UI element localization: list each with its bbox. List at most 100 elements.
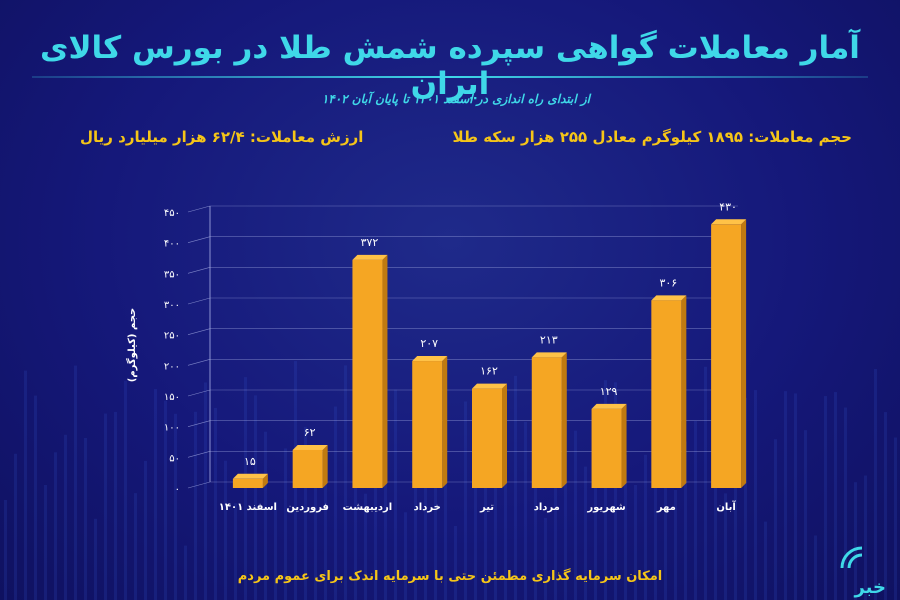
background-stripe bbox=[764, 521, 767, 600]
y-tick-label: ۲۵۰ bbox=[164, 331, 180, 342]
background-stripe bbox=[114, 411, 117, 600]
background-stripe bbox=[884, 412, 887, 600]
x-tick-label: اردیبهشت bbox=[343, 502, 393, 513]
background-stripe bbox=[14, 453, 17, 600]
background-stripe bbox=[614, 382, 617, 600]
footer-text: امکان سرمایه گذاری مطمئن حتی با سرمایه ا… bbox=[237, 569, 663, 584]
grid-diagonal bbox=[187, 420, 211, 427]
background-stripe bbox=[784, 391, 787, 600]
background-stripe bbox=[34, 395, 37, 600]
x-tick-label: خرداد bbox=[414, 502, 441, 513]
background-stripe bbox=[624, 454, 627, 600]
bar bbox=[591, 408, 622, 488]
background-stripe bbox=[224, 460, 227, 600]
background-stripe bbox=[474, 410, 477, 600]
bar-top bbox=[531, 352, 567, 358]
bar-top bbox=[352, 254, 388, 260]
background-stripe bbox=[494, 485, 497, 600]
bar-side bbox=[502, 383, 507, 488]
background-stripe bbox=[854, 482, 857, 600]
y-tick-label: ۲۰۰ bbox=[164, 361, 180, 372]
bar-top bbox=[711, 219, 747, 225]
y-tick-label: ۱۵۰ bbox=[164, 392, 180, 403]
bar-top bbox=[651, 295, 687, 301]
value-label: ۲۰۷ bbox=[420, 337, 438, 350]
background-stripe bbox=[564, 368, 567, 600]
background-stripe bbox=[64, 434, 67, 600]
grid-diagonal bbox=[187, 205, 211, 213]
background-stripe bbox=[184, 545, 187, 600]
background-stripe bbox=[514, 375, 517, 600]
background-stripe bbox=[814, 535, 817, 600]
background-stripe bbox=[554, 415, 557, 600]
volume-stat: حجم معاملات: ۱۸۹۵ کیلوگرم معادل ۲۵۵ هزار… bbox=[452, 128, 852, 146]
background-stripe bbox=[594, 481, 597, 600]
background-stripe bbox=[84, 437, 87, 600]
value-label: ۱۲۹ bbox=[600, 385, 618, 398]
x-tick-label: تیر bbox=[479, 502, 494, 513]
background-stripe bbox=[264, 431, 267, 600]
background-stripe bbox=[714, 462, 717, 600]
background-stripe bbox=[864, 475, 867, 600]
x-tick-label: مرداد bbox=[534, 502, 560, 513]
background-stripe bbox=[304, 426, 307, 600]
title-underline bbox=[32, 76, 868, 78]
bar-side bbox=[741, 219, 747, 488]
x-tick-label: مهر bbox=[656, 502, 676, 513]
bar-top bbox=[292, 444, 328, 450]
background-stripe bbox=[424, 411, 427, 600]
background-stripe bbox=[434, 376, 437, 600]
value-label: ۳۰۶ bbox=[659, 276, 677, 289]
background-stripe bbox=[544, 517, 547, 600]
grid-diagonal bbox=[187, 328, 211, 335]
background-stripe bbox=[684, 441, 687, 600]
background-stripe bbox=[4, 500, 7, 600]
background-stripe bbox=[314, 468, 317, 600]
background-stripe bbox=[634, 484, 637, 600]
bar bbox=[711, 224, 742, 488]
bar-side bbox=[262, 473, 268, 488]
background-stripe bbox=[104, 413, 107, 600]
y-tick-label: ۴۰۰ bbox=[164, 239, 180, 250]
background-stripe bbox=[244, 377, 247, 600]
bar-side bbox=[382, 254, 388, 488]
y-tick-label: ۰ bbox=[175, 484, 180, 495]
background-stripe bbox=[124, 380, 127, 600]
background-stripe bbox=[384, 381, 387, 600]
signal-waves-icon bbox=[840, 546, 863, 569]
background-stripe bbox=[834, 392, 837, 600]
bar bbox=[651, 300, 682, 488]
background-stripe bbox=[644, 454, 647, 600]
x-tick-label: آبان bbox=[716, 500, 736, 513]
background-stripe bbox=[74, 365, 77, 600]
value-label: ۱۶۲ bbox=[480, 365, 498, 378]
y-axis-label: حجم (کیلوگرم) bbox=[125, 308, 138, 383]
background-stripe bbox=[144, 460, 147, 600]
logo-text: خبر bbox=[854, 577, 886, 598]
background-stripe bbox=[364, 493, 367, 600]
grid-diagonal bbox=[187, 481, 211, 489]
background-stripe bbox=[54, 452, 57, 600]
background-stripe bbox=[664, 414, 667, 600]
background-stripe bbox=[404, 512, 407, 600]
background-stripe bbox=[734, 408, 737, 600]
background-stripe bbox=[454, 525, 457, 600]
background-stripe bbox=[534, 422, 537, 600]
bar-top bbox=[412, 356, 448, 362]
background-stripe bbox=[94, 518, 97, 600]
background-stripe bbox=[724, 493, 727, 600]
background-stripe bbox=[44, 484, 47, 600]
background-stripe bbox=[444, 431, 447, 600]
background-stripe bbox=[744, 397, 747, 600]
background-stripe bbox=[674, 489, 677, 600]
bar bbox=[352, 259, 383, 488]
background-stripe bbox=[274, 501, 277, 600]
bar-side bbox=[322, 444, 328, 488]
background-stripe bbox=[704, 366, 707, 600]
background-stripe bbox=[504, 466, 507, 600]
value-label: ۲۱۳ bbox=[540, 333, 558, 346]
grid-diagonal bbox=[187, 267, 211, 274]
bar bbox=[292, 449, 323, 488]
background-stripe bbox=[164, 400, 167, 600]
